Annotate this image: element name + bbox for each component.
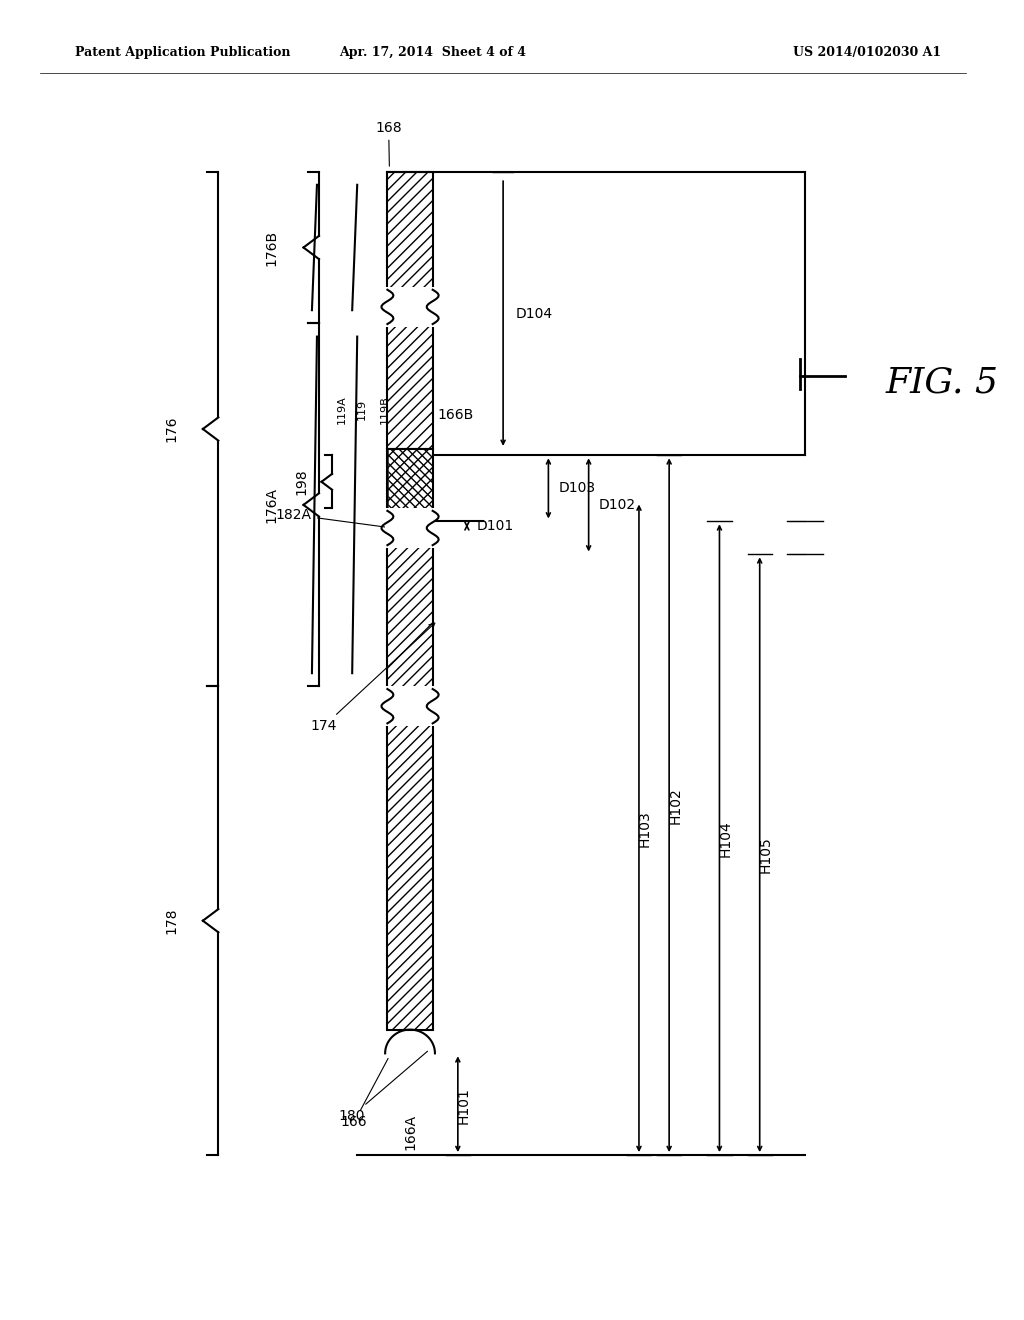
Text: H102: H102	[669, 787, 682, 824]
Text: 178: 178	[164, 907, 178, 935]
Text: 168: 168	[376, 120, 402, 166]
Text: 166: 166	[341, 1059, 388, 1130]
Text: 198: 198	[295, 469, 309, 495]
Text: 180: 180	[339, 1051, 428, 1123]
Text: 176B: 176B	[264, 230, 279, 265]
Bar	[385, 686, 435, 726]
Text: 174: 174	[310, 623, 435, 733]
Text: D103: D103	[558, 482, 596, 495]
Text: US 2014/0102030 A1: US 2014/0102030 A1	[793, 46, 941, 59]
Text: H105: H105	[759, 837, 773, 873]
Text: D101: D101	[477, 519, 514, 533]
Text: 119B: 119B	[379, 395, 389, 424]
Bar	[387, 449, 433, 515]
Text: 176: 176	[164, 416, 178, 442]
Text: H101: H101	[457, 1088, 471, 1123]
Text: Apr. 17, 2014  Sheet 4 of 4: Apr. 17, 2014 Sheet 4 of 4	[339, 46, 526, 59]
Text: Patent Application Publication: Patent Application Publication	[76, 46, 291, 59]
Bar	[387, 172, 433, 323]
Text: 166B: 166B	[437, 408, 474, 422]
Bar	[388, 449, 432, 515]
Bar	[385, 286, 435, 326]
Text: FIG. 5: FIG. 5	[886, 366, 998, 400]
Text: 166A: 166A	[403, 1114, 417, 1150]
Text: 182A: 182A	[275, 508, 390, 528]
Text: 119A: 119A	[337, 395, 347, 424]
Text: H104: H104	[719, 820, 732, 857]
Bar	[387, 323, 433, 449]
Text: 176A: 176A	[264, 487, 279, 523]
Text: D102: D102	[599, 498, 636, 512]
Bar	[387, 541, 433, 1030]
Text: D104: D104	[515, 306, 552, 321]
Text: 119: 119	[357, 399, 368, 420]
Bar	[385, 508, 435, 548]
Text: H103: H103	[638, 810, 652, 846]
